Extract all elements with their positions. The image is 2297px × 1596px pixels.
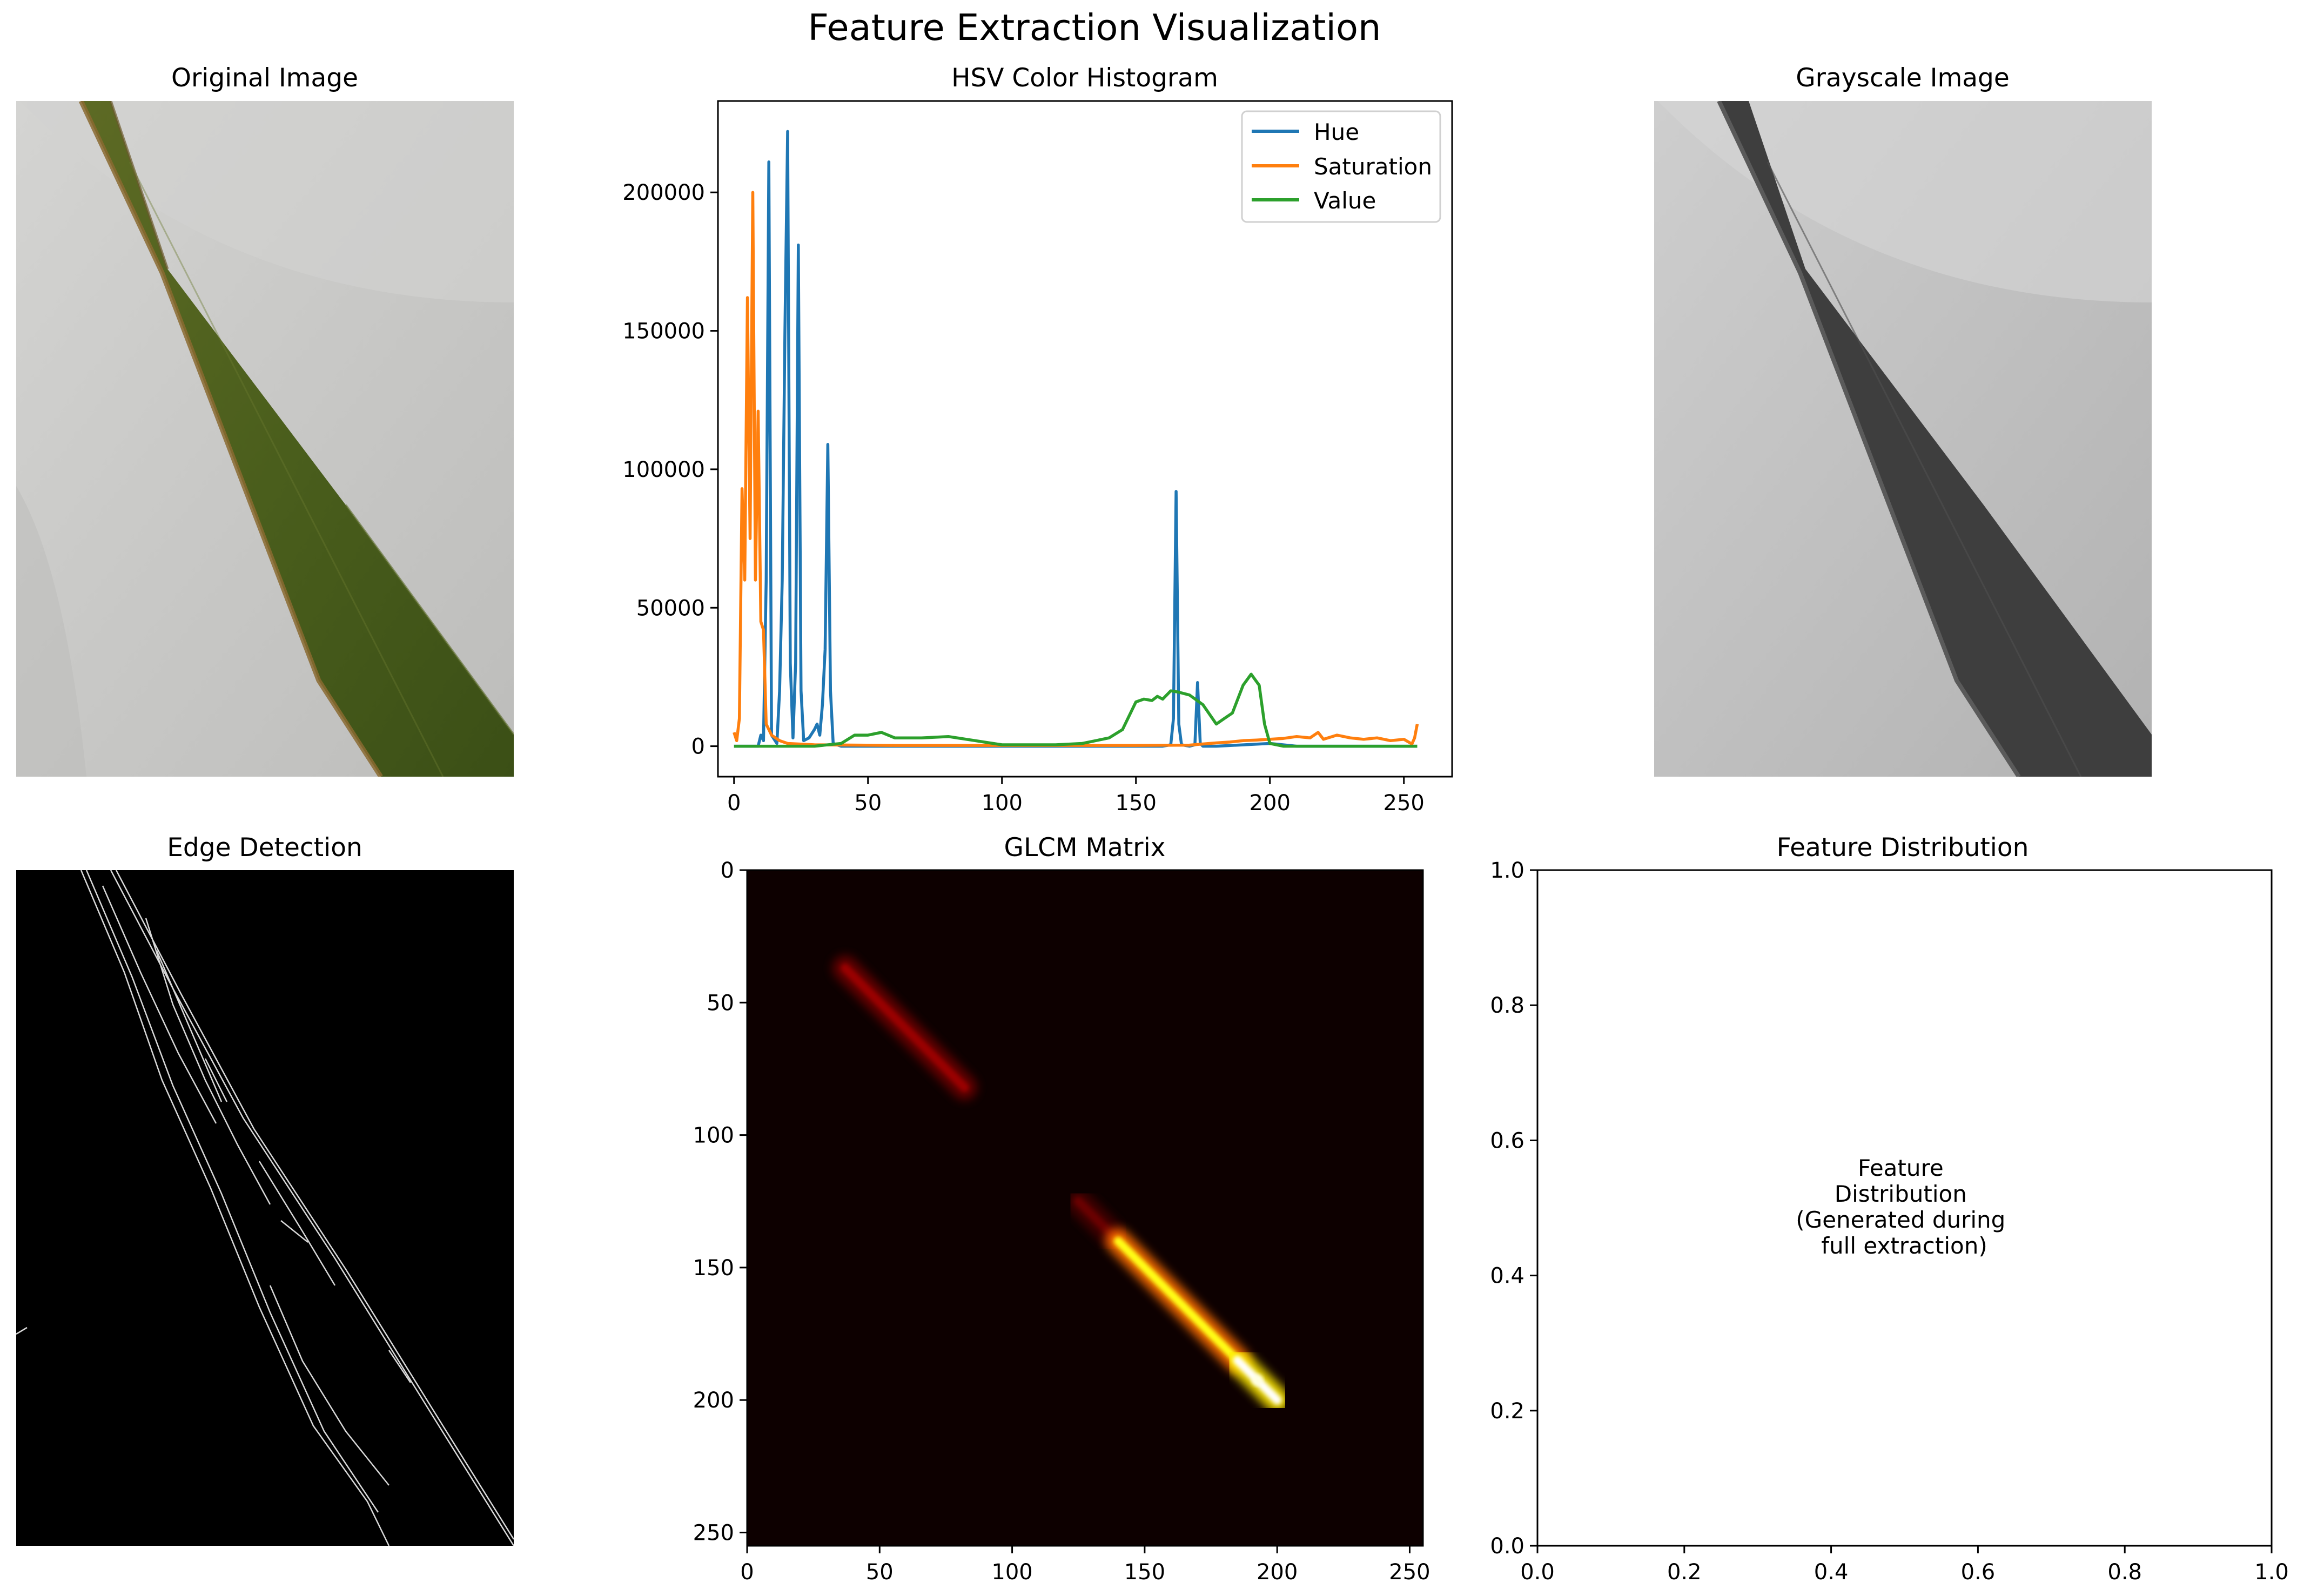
distribution-title: Feature Distribution (1777, 833, 2029, 863)
grayscale-image-panel: Grayscale Image (1654, 63, 2152, 777)
x-tick-label: 50 (854, 791, 882, 816)
original-image-title: Original Image (171, 63, 358, 93)
x-tick-label: 200 (1250, 791, 1291, 816)
x-tick-label: 100 (991, 1560, 1032, 1585)
histogram-y-ticks: 0 50000 100000 150000 200000 (622, 180, 718, 759)
feature-distribution-panel: Feature Distribution 0.0 0.2 0.4 0.6 0.8 1.0 … (1490, 833, 2288, 1585)
distribution-x-ticks: 0.0 0.2 0.4 0.6 0.8 1.0 (1520, 1546, 2289, 1585)
distribution-note-line: full extraction) (1821, 1233, 1987, 1259)
edge-detection-title: Edge Detection (167, 833, 362, 863)
x-tick-label: 0 (727, 791, 741, 816)
y-tick-label: 100000 (622, 457, 705, 482)
glcm-heatmap (832, 955, 1290, 1413)
distribution-note-line: (Generated during (1796, 1207, 2005, 1233)
x-tick-label: 0.6 (1961, 1560, 1996, 1585)
y-tick-label: 50000 (636, 596, 705, 621)
grayscale-photo (1654, 101, 2152, 777)
x-tick-label: 0 (740, 1560, 754, 1585)
y-tick-label: 0.4 (1490, 1264, 1524, 1289)
histogram-series (733, 130, 1419, 748)
y-tick-label: 0.8 (1490, 993, 1524, 1018)
x-tick-label: 0.2 (1667, 1560, 1702, 1585)
y-tick-label: 200000 (622, 180, 705, 205)
edge-map (16, 870, 514, 1546)
x-tick-label: 250 (1383, 791, 1425, 816)
distribution-note-line: Feature (1858, 1155, 1944, 1181)
series-line-value (734, 672, 1418, 748)
histogram-legend: Hue Saturation Value (1241, 110, 1441, 223)
distribution-note-line: Distribution (1835, 1181, 1967, 1207)
histogram-x-ticks: 0 50 100 150 200 250 (727, 777, 1425, 816)
y-tick-label: 150 (693, 1256, 734, 1281)
y-tick-label: 200 (693, 1388, 734, 1413)
x-tick-label: 1.0 (2254, 1560, 2289, 1585)
glcm-diagonal-core (1113, 1236, 1242, 1365)
x-tick-label: 0.8 (2107, 1560, 2142, 1585)
y-tick-label: 100 (693, 1123, 734, 1148)
distribution-y-ticks: 0.0 0.2 0.4 0.6 0.8 1.0 (1490, 858, 1537, 1559)
y-tick-label: 150000 (622, 319, 705, 344)
legend-saturation-label: Saturation (1314, 153, 1432, 180)
y-tick-label: 0.0 (1490, 1534, 1524, 1559)
y-tick-label: 0.2 (1490, 1399, 1524, 1424)
original-image-panel: Original Image (16, 63, 514, 777)
hsv-histogram-panel: HSV Color Histogram 0 50 100 150 200 250 0 500… (622, 63, 1453, 816)
legend-value-label: Value (1314, 187, 1376, 214)
edge-detection-panel: Edge Detection (16, 833, 514, 1546)
glcm-panel: GLCM Matrix 0 50 100 150 200 250 0 50 100 150 200… (693, 833, 1430, 1585)
glcm-y-ticks: 0 50 100 150 200 250 (693, 858, 747, 1545)
x-tick-label: 0.0 (1520, 1560, 1555, 1585)
figure-title: Feature Extraction Visualization (808, 6, 1381, 49)
series-line-saturation (733, 191, 1419, 747)
histogram-title: HSV Color Histogram (951, 63, 1218, 93)
leaf-photo (16, 101, 514, 777)
x-tick-label: 150 (1124, 1560, 1165, 1585)
glcm-x-ticks: 0 50 100 150 200 250 (740, 1546, 1430, 1585)
y-tick-label: 250 (693, 1520, 734, 1545)
x-tick-label: 100 (982, 791, 1023, 816)
y-tick-label: 0 (721, 858, 734, 883)
x-tick-label: 50 (866, 1560, 894, 1585)
x-tick-label: 250 (1389, 1560, 1430, 1585)
legend-hue-label: Hue (1314, 119, 1359, 145)
grayscale-image-title: Grayscale Image (1796, 63, 2010, 93)
glcm-diagonal-core (841, 964, 969, 1092)
glcm-hotspot (1252, 1375, 1263, 1386)
y-tick-label: 0 (691, 735, 705, 759)
distribution-axes-frame (1536, 869, 2273, 1547)
y-tick-label: 50 (707, 991, 734, 1015)
x-tick-label: 200 (1257, 1560, 1298, 1585)
y-tick-label: 0.6 (1490, 1128, 1524, 1153)
distribution-note: Feature Distribution (Generated during f… (1796, 1155, 2012, 1259)
glcm-title: GLCM Matrix (1004, 833, 1166, 863)
x-tick-label: 0.4 (1814, 1560, 1849, 1585)
x-tick-label: 150 (1116, 791, 1157, 816)
y-tick-label: 1.0 (1490, 858, 1524, 883)
